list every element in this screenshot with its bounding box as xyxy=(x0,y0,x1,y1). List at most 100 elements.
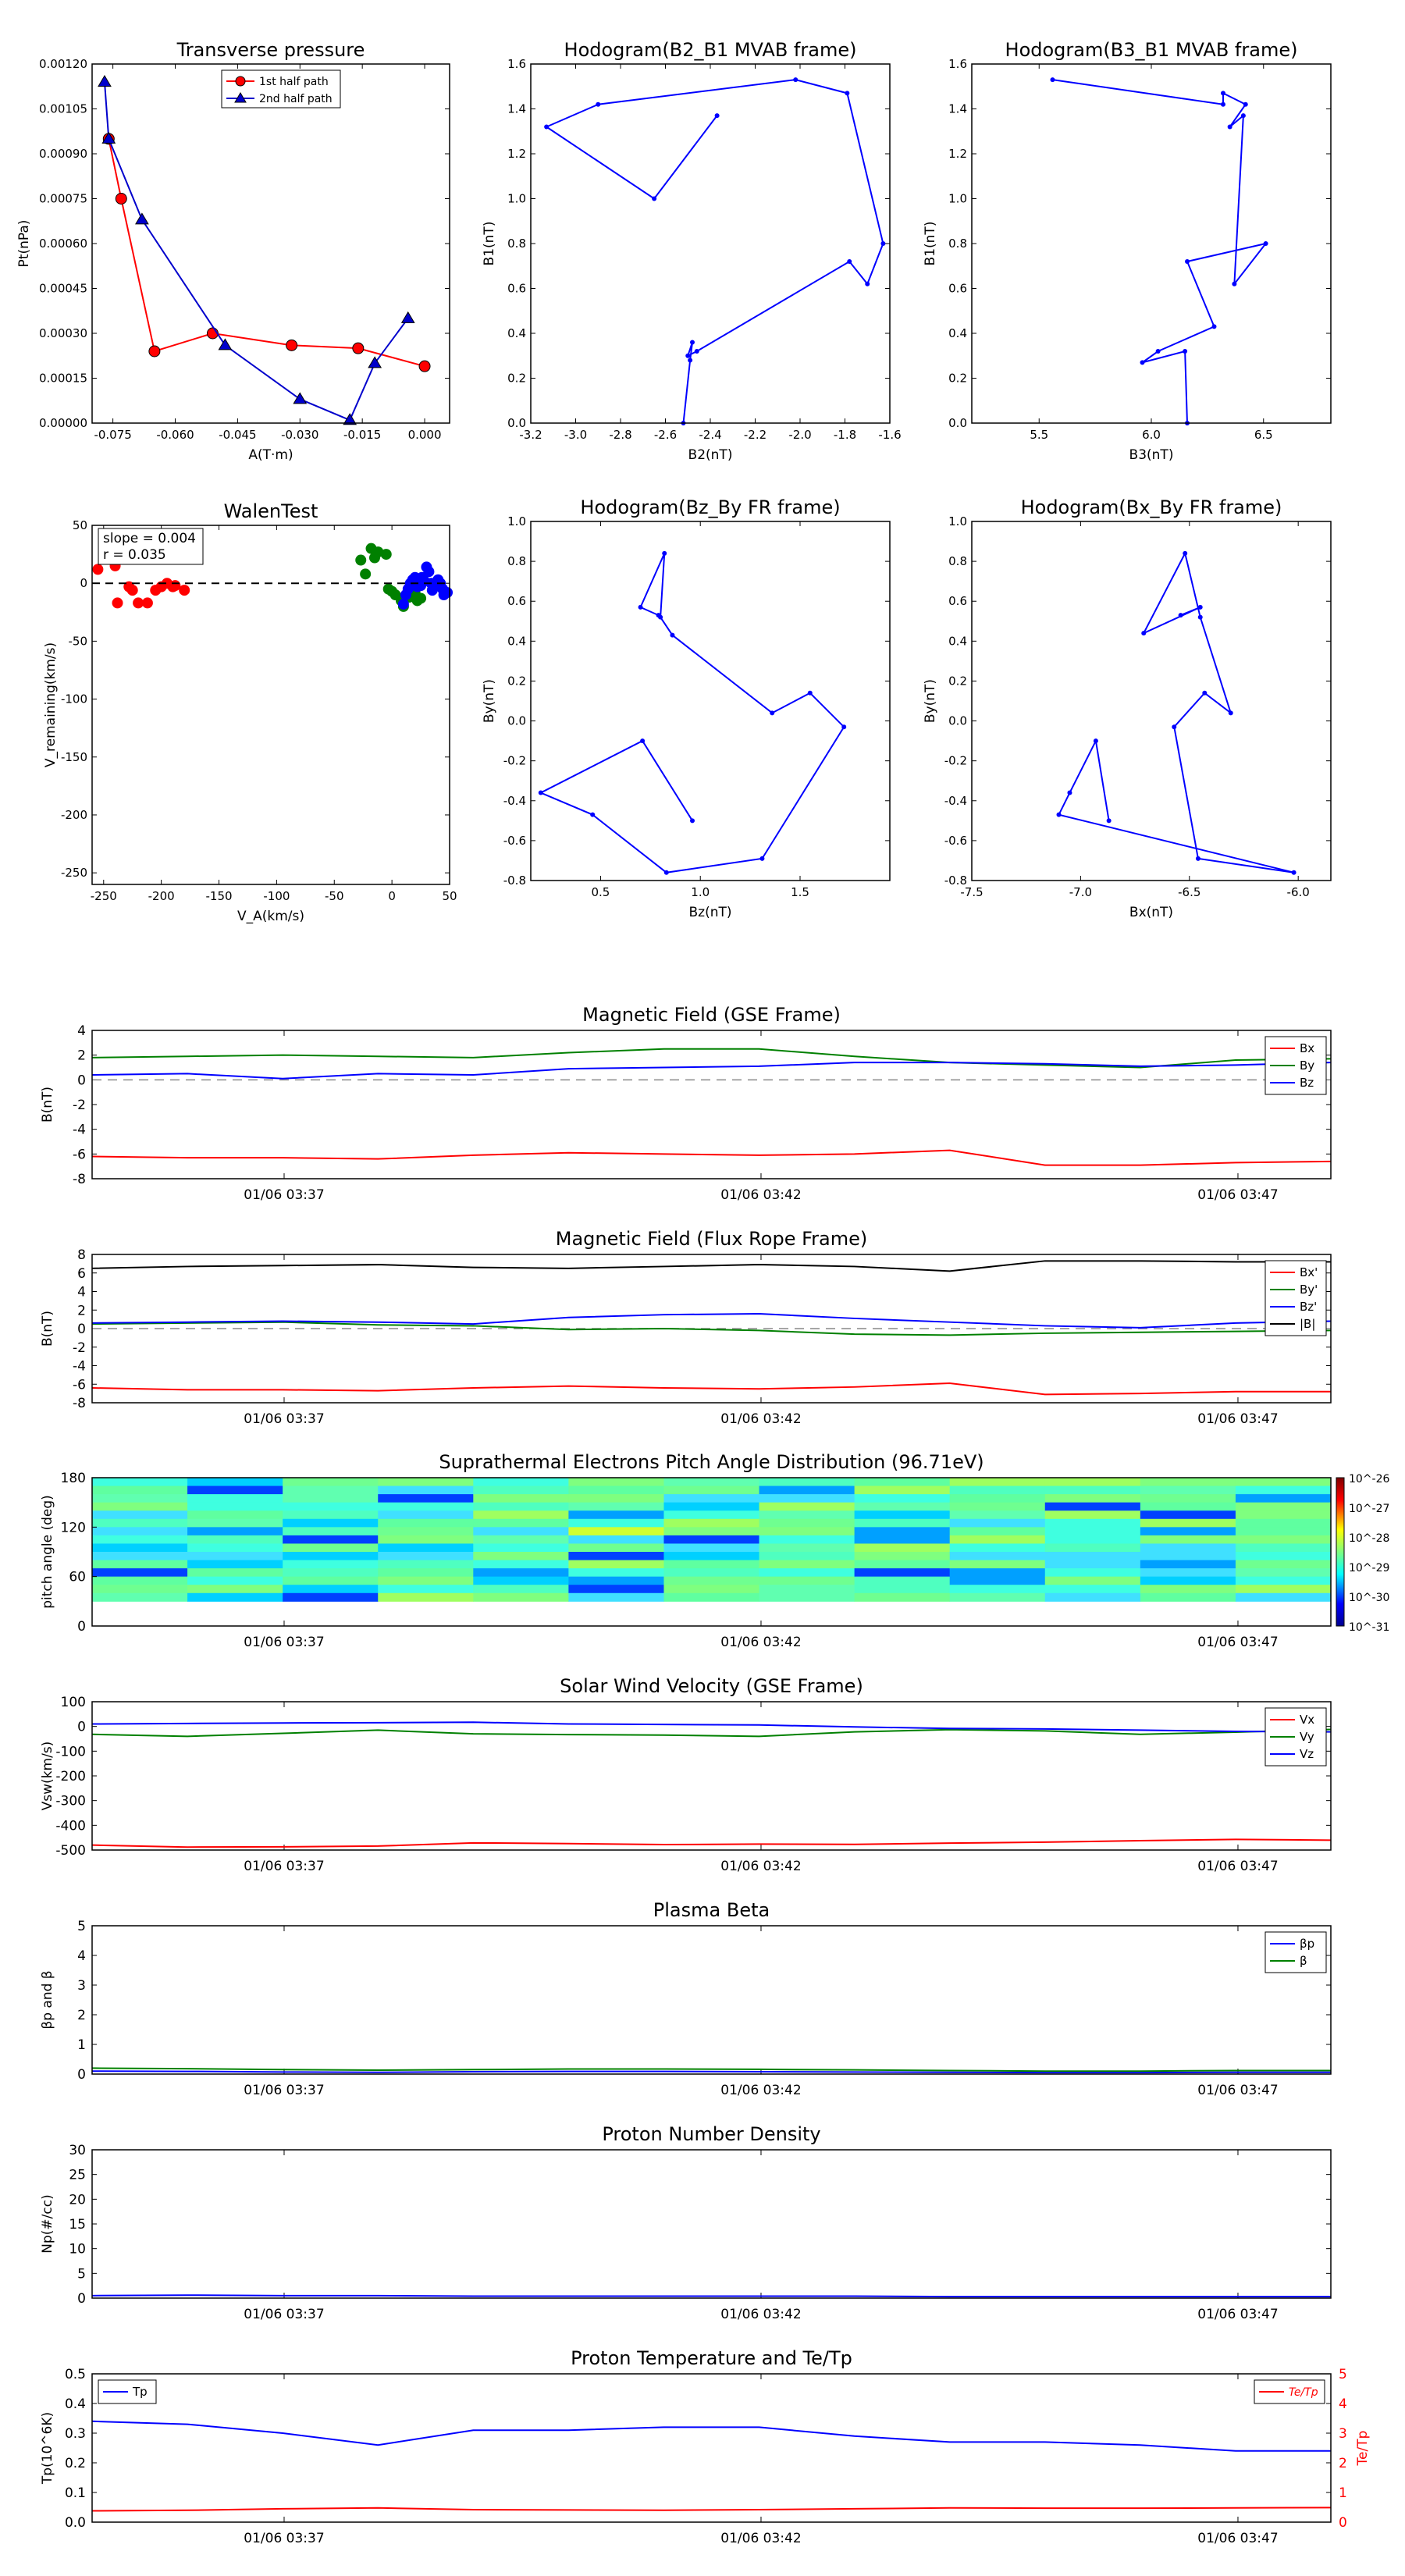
x-axis-label: A(T·m) xyxy=(248,447,293,463)
y-axis-label: Pt(nPa) xyxy=(16,220,32,268)
data-point xyxy=(293,392,308,404)
data-point xyxy=(1243,101,1248,107)
y-axis-label: Np(#/cc) xyxy=(40,2194,55,2253)
heatmap-cell xyxy=(663,1585,760,1594)
heatmap-cell xyxy=(283,1502,379,1511)
x-tick-label: -3.0 xyxy=(564,428,587,442)
data-point xyxy=(845,91,850,96)
y-tick-label: 0.00075 xyxy=(39,192,87,206)
heatmap-cell xyxy=(1235,1592,1332,1602)
heatmap-cell xyxy=(92,1592,188,1602)
heatmap-cell xyxy=(949,1535,1046,1544)
data-point xyxy=(1197,604,1203,610)
x-tick-label: 0.5 xyxy=(592,885,610,899)
y-tick-label: 4 xyxy=(77,1023,86,1039)
x-axis-label: B3(nT) xyxy=(1129,447,1174,463)
y-tick-label: 0.0 xyxy=(948,714,967,728)
heatmap-cell xyxy=(568,1518,664,1528)
x-tick-label: -0.015 xyxy=(343,428,381,442)
y-tick-label: -200 xyxy=(55,1769,86,1784)
y-tick-label: 4 xyxy=(77,1285,86,1300)
series-line xyxy=(1058,551,1294,873)
heatmap-cell xyxy=(663,1478,760,1487)
y-tick-label: 6 xyxy=(77,1266,86,1282)
chart-title: Proton Number Density xyxy=(602,2123,820,2145)
heatmap-cell xyxy=(854,1585,951,1594)
heatmap-cell xyxy=(1044,1478,1141,1487)
x-tick-label: 01/06 03:42 xyxy=(720,2307,801,2322)
y-tick-label: -4 xyxy=(73,1359,86,1375)
y-tick-label: 0.4 xyxy=(65,2396,86,2412)
heatmap-cell xyxy=(187,1576,283,1585)
heatmap-cell xyxy=(949,1568,1046,1578)
x-tick-label: 01/06 03:37 xyxy=(244,1859,324,1874)
y-axis-label: B1(nT) xyxy=(923,222,938,266)
plot-frame xyxy=(91,1925,1332,2075)
heatmap-cell xyxy=(854,1494,951,1503)
heatmap-cell xyxy=(378,1543,474,1553)
heatmap-cell xyxy=(1044,1576,1141,1585)
y-tick-label: 0 xyxy=(77,1322,86,1337)
legend-label: Vy xyxy=(1300,1730,1314,1744)
series-line xyxy=(91,1321,1332,1336)
y-axis-label: B1(nT) xyxy=(482,222,497,266)
data-point xyxy=(807,690,813,696)
heatmap-cell xyxy=(1044,1568,1141,1578)
heatmap-cell xyxy=(92,1518,188,1528)
data-point xyxy=(418,360,431,372)
heatmap-cell xyxy=(568,1592,664,1602)
annotation-box xyxy=(98,528,204,565)
data-point xyxy=(355,554,367,566)
heatmap-cell xyxy=(378,1518,474,1528)
heatmap-cell xyxy=(1140,1535,1236,1544)
y-tick-label: 0.8 xyxy=(948,554,967,568)
heatmap-cell xyxy=(283,1543,379,1553)
plot-frame xyxy=(91,525,450,885)
data-point xyxy=(442,587,454,599)
series-line xyxy=(91,1382,1331,1396)
y-tick-label: -0.2 xyxy=(503,754,526,768)
x-tick-label: -6.0 xyxy=(1287,885,1310,899)
y-tick-label: 0.4 xyxy=(948,326,967,340)
data-point xyxy=(662,550,667,556)
data-point xyxy=(1178,613,1183,618)
heatmap-cell xyxy=(759,1502,855,1511)
heatmap-cell xyxy=(854,1535,951,1544)
colorbar-label: 10^-30 xyxy=(1349,1592,1389,1604)
series-line xyxy=(91,1062,1332,1080)
y-tick-label: 0.00030 xyxy=(39,326,87,340)
y-tick-label: 0.4 xyxy=(507,326,526,340)
y-tick-label: -2 xyxy=(73,1340,86,1356)
plot-frame xyxy=(530,63,891,424)
y-tick-label: 0.8 xyxy=(507,237,526,251)
heatmap-cell xyxy=(568,1568,664,1578)
heatmap-cell xyxy=(854,1478,951,1487)
heatmap-cell xyxy=(663,1527,760,1536)
y-axis-label: Tp(10^6K) xyxy=(40,2412,55,2485)
heatmap-cell xyxy=(854,1552,951,1561)
heatmap-cell xyxy=(1235,1518,1332,1528)
heatmap-cell xyxy=(378,1592,474,1602)
heatmap-cell xyxy=(759,1568,855,1578)
heatmap-cell xyxy=(663,1518,760,1528)
y-tick-label: 0.8 xyxy=(507,554,526,568)
chart-np: Proton Number Density 30 25 20 15 10 5 0 01/06 0… xyxy=(40,2123,1332,2322)
y-tick-label: -300 xyxy=(55,1794,86,1809)
chart-pad: Suprathermal Electrons Pitch Angle Distr… xyxy=(40,1451,1390,1650)
y-axis-label: By(nT) xyxy=(482,679,497,723)
y-tick-label: 100 xyxy=(61,1695,86,1710)
y2-axis-label: Te/Tp xyxy=(1355,2431,1371,2467)
y-tick-label: 0.00015 xyxy=(39,372,87,386)
heatmap-cell xyxy=(378,1478,474,1487)
heatmap-cell xyxy=(568,1560,664,1569)
heatmap-cell xyxy=(378,1502,474,1511)
heatmap-cell xyxy=(1140,1510,1236,1520)
y-tick-label: 0.0 xyxy=(65,2515,86,2531)
y-tick-label: 8 xyxy=(77,1247,86,1263)
y-tick-label: 0.5 xyxy=(65,2367,86,2382)
heatmap-cell xyxy=(949,1552,1046,1561)
y-tick-label: -0.8 xyxy=(944,873,967,888)
heatmap-cell xyxy=(473,1552,569,1561)
data-point xyxy=(1228,710,1233,716)
data-point xyxy=(1050,77,1055,83)
